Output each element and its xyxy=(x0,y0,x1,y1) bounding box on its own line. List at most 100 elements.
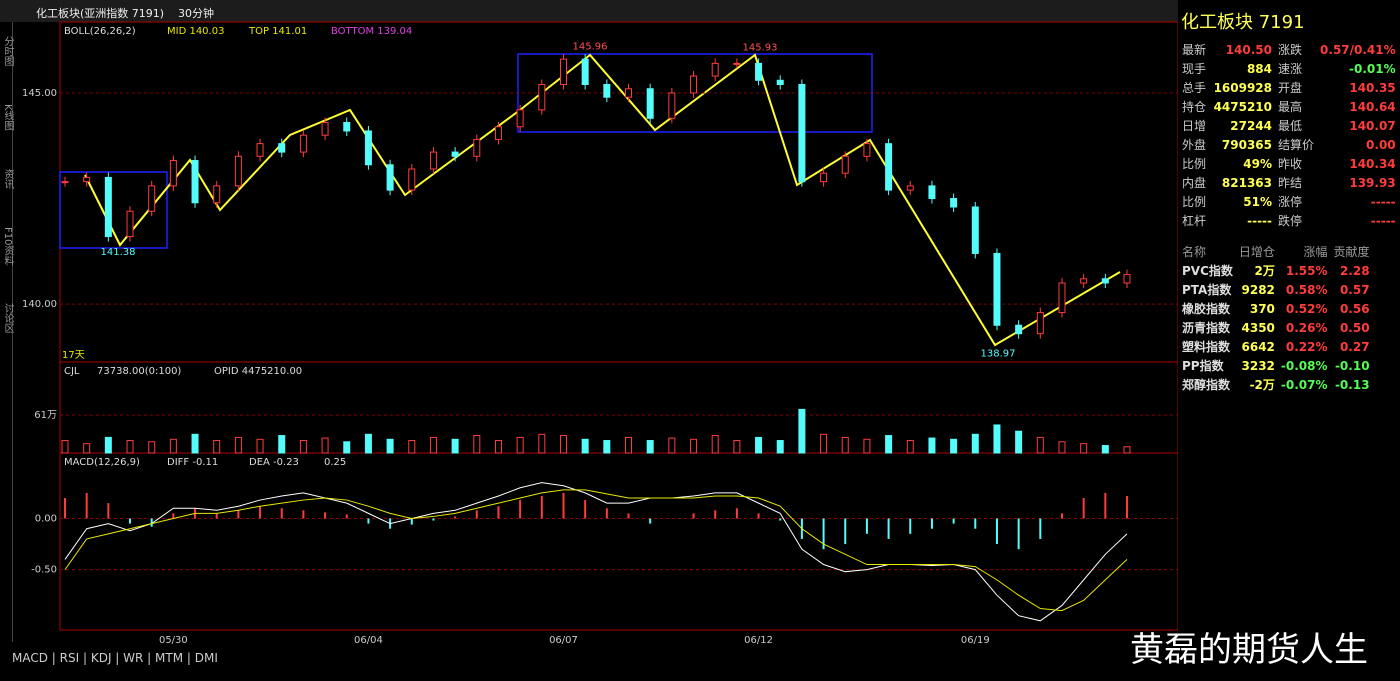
sector-cell: PVC指数 xyxy=(1182,264,1233,278)
frame xyxy=(59,21,1178,631)
x-tick-label: 06/12 xyxy=(744,635,773,646)
candle xyxy=(841,155,849,174)
volume-bar xyxy=(776,440,784,454)
quote-row: 比例 51% 涨停 ----- xyxy=(1179,192,1399,211)
code: 7191 xyxy=(1258,12,1305,33)
volume-bar xyxy=(408,440,416,454)
side-tab[interactable]: 分时图 xyxy=(2,36,13,66)
quote-key: 跌停 xyxy=(1278,214,1303,228)
sector-row[interactable]: PTA指数 9282 0.58% 0.57 xyxy=(1179,280,1373,299)
volume-bar xyxy=(126,440,134,454)
volume-bar xyxy=(559,435,567,454)
sector-cell: 0.27 xyxy=(1339,339,1370,354)
volume-bar xyxy=(668,437,676,454)
volume-bar xyxy=(841,436,849,454)
quote-value: 140.35 xyxy=(1349,80,1396,95)
tab[interactable]: WR xyxy=(123,651,144,665)
volume-bar xyxy=(863,438,871,454)
quote-key: 持仓 xyxy=(1182,100,1207,114)
volume-bar xyxy=(733,440,741,454)
volume-bar xyxy=(83,443,91,454)
sector-row[interactable]: 塑料指数 6642 0.22% 0.27 xyxy=(1179,337,1373,356)
volume-bar xyxy=(191,433,199,454)
chart: 化工板块(亚洲指数 7191) 30分钟 BOLL(26,26,2) MID 14… xyxy=(0,0,1178,646)
volume-bar xyxy=(234,436,242,454)
candle xyxy=(104,176,112,238)
tab[interactable]: MACD xyxy=(12,651,48,665)
sector-cell: 0.22% xyxy=(1285,339,1328,354)
side-tab[interactable]: 讨论区 xyxy=(2,303,13,334)
side-tab[interactable]: F10资料 xyxy=(2,226,13,266)
candle xyxy=(928,185,936,200)
candle xyxy=(581,58,589,86)
candle xyxy=(820,172,828,183)
tab[interactable]: RSI xyxy=(59,651,80,665)
quote-row: 最新 140.50 涨跌 0.57/0.41% xyxy=(1179,40,1399,59)
sector-row[interactable]: PP指数 3232 -0.08% -0.10 xyxy=(1179,356,1373,375)
candle xyxy=(559,58,567,86)
sector-cell: 3232 xyxy=(1241,358,1275,373)
sector-row[interactable]: 郑醇指数 -2万 -0.07% -0.13 xyxy=(1179,375,1373,394)
volume-bar xyxy=(755,436,763,454)
note: 17天 xyxy=(62,350,85,361)
side-tab[interactable]: 资讯 xyxy=(2,168,13,189)
volume-bar xyxy=(516,436,524,454)
quote-table: 最新 140.50 涨跌 0.57/0.41% 现手 884 速涨 -0.01% 总手 16099… xyxy=(1179,40,1399,230)
sidebar: 分时图 K线图资讯 F10资料讨论区 xyxy=(0,22,13,642)
candle xyxy=(451,151,459,157)
quote-key: 昨收 xyxy=(1278,157,1303,171)
candle xyxy=(711,62,719,77)
quote-value: 884 xyxy=(1246,61,1273,76)
volume-bar xyxy=(625,436,633,454)
header-cell: 名称 xyxy=(1182,245,1207,259)
volume-bar xyxy=(386,438,394,454)
candle xyxy=(776,79,784,86)
header-cell: 日增仓 xyxy=(1238,245,1275,259)
sector-row[interactable]: PVC指数 2万 1.55% 2.28 xyxy=(1179,261,1373,280)
quote-value: ----- xyxy=(1247,213,1273,228)
y-tick-label: 140.00 xyxy=(22,299,57,310)
candle xyxy=(625,88,633,98)
indicator-label: CJL xyxy=(64,366,80,377)
quote-key: 日增 xyxy=(1182,119,1207,133)
volume-bar xyxy=(364,433,372,454)
volume-bar xyxy=(321,437,329,454)
candle xyxy=(885,143,893,191)
quote-value: 139.93 xyxy=(1349,175,1396,190)
volume-bar xyxy=(820,433,828,454)
volume-bar xyxy=(581,438,589,454)
sector-row[interactable]: 沥青指数 4350 0.26% 0.50 xyxy=(1179,318,1373,337)
sector-cell: 6642 xyxy=(1241,339,1275,354)
candle xyxy=(906,185,914,191)
volume-bar xyxy=(1101,445,1109,454)
sector-table: 名称 日增仓 涨幅 贡献度 PVC指数 2万 1.55% 2.28 PTA指数 9282 0.58%… xyxy=(1179,242,1373,394)
quote-row: 比例 49% 昨收 140.34 xyxy=(1179,154,1399,173)
tab[interactable]: DMI xyxy=(194,651,218,665)
candle xyxy=(364,130,372,166)
period[interactable]: 30分钟 xyxy=(178,6,214,20)
candle xyxy=(646,88,654,119)
sector-cell: 0.52% xyxy=(1285,301,1328,316)
sector-cell: -0.10 xyxy=(1334,358,1370,373)
price-annotation: 145.96 xyxy=(573,41,608,52)
side-tab[interactable]: K线图 xyxy=(2,104,13,131)
volume-bar xyxy=(690,438,698,454)
quote-row: 现手 884 速涨 -0.01% xyxy=(1179,59,1399,78)
indicator-label: BOTTOM 139.04 xyxy=(331,26,412,37)
tab[interactable]: KDJ xyxy=(90,651,112,665)
quote-key: 总手 xyxy=(1182,81,1207,95)
name: 化工板块 xyxy=(1181,12,1253,33)
volume-bar xyxy=(473,435,481,454)
quote-value: ----- xyxy=(1370,213,1396,228)
sector-row[interactable]: 橡胶指数 370 0.52% 0.56 xyxy=(1179,299,1373,318)
sector-cell: 0.26% xyxy=(1285,320,1328,335)
indicator-label: DIFF -0.11 xyxy=(167,457,218,468)
tab[interactable]: MTM xyxy=(155,651,184,665)
quote-key: 开盘 xyxy=(1278,81,1303,95)
volume-bar xyxy=(494,440,502,454)
price-annotation: 138.97 xyxy=(981,349,1016,360)
sector-cell: 4350 xyxy=(1241,320,1275,335)
quote-key: 比例 xyxy=(1182,195,1207,209)
title-bar xyxy=(0,0,1178,22)
candle xyxy=(1101,278,1109,284)
